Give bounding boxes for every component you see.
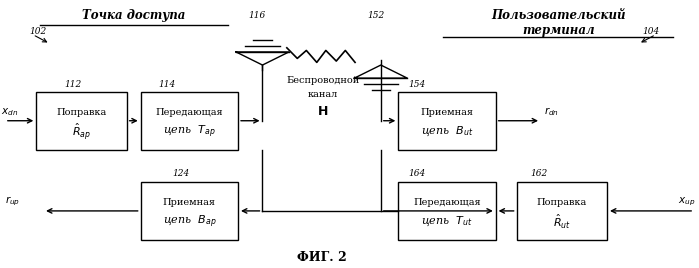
Text: 152: 152 (367, 11, 384, 20)
Text: 112: 112 (64, 80, 81, 89)
Text: Точка доступа: Точка доступа (82, 9, 185, 22)
Text: 104: 104 (642, 27, 659, 36)
Text: ФИГ. 2: ФИГ. 2 (297, 251, 347, 264)
Text: 162: 162 (531, 169, 548, 178)
Text: 116: 116 (249, 11, 266, 20)
Text: Приемная: Приемная (421, 108, 473, 117)
Text: цепь  $T_{ap}$: цепь $T_{ap}$ (163, 123, 216, 140)
Text: Передающая: Передающая (156, 108, 223, 117)
FancyBboxPatch shape (398, 92, 496, 150)
Text: $x_{dn}$: $x_{dn}$ (1, 106, 18, 118)
Text: $\hat{R}_{ap}$: $\hat{R}_{ap}$ (72, 121, 91, 142)
Text: 124: 124 (172, 169, 189, 178)
Text: Пользовательский
терминал: Пользовательский терминал (491, 9, 626, 37)
Text: $x_{up}$: $x_{up}$ (678, 196, 696, 208)
Text: Поправка: Поправка (537, 199, 587, 207)
FancyBboxPatch shape (140, 182, 238, 240)
Text: Приемная: Приемная (163, 199, 216, 207)
FancyBboxPatch shape (36, 92, 127, 150)
Text: 154: 154 (409, 80, 426, 89)
Text: 114: 114 (158, 80, 175, 89)
FancyBboxPatch shape (398, 182, 496, 240)
Text: $\hat{R}_{ut}$: $\hat{R}_{ut}$ (553, 213, 571, 231)
Text: канал: канал (308, 90, 338, 99)
Text: Передающая: Передающая (413, 199, 481, 207)
Text: Беспроводной: Беспроводной (287, 76, 360, 85)
Text: цепь  $B_{ap}$: цепь $B_{ap}$ (163, 213, 216, 230)
Text: цепь  $B_{ut}$: цепь $B_{ut}$ (421, 125, 473, 138)
Text: $\mathbf{H}$: $\mathbf{H}$ (317, 105, 329, 118)
Text: Поправка: Поправка (57, 108, 106, 117)
FancyBboxPatch shape (140, 92, 238, 150)
FancyBboxPatch shape (517, 182, 607, 240)
Text: цепь  $T_{ut}$: цепь $T_{ut}$ (421, 215, 473, 228)
Text: $r_{dn}$: $r_{dn}$ (545, 105, 559, 118)
Text: $r_{up}$: $r_{up}$ (5, 195, 20, 208)
Text: 102: 102 (29, 27, 47, 36)
Text: 164: 164 (409, 169, 426, 178)
